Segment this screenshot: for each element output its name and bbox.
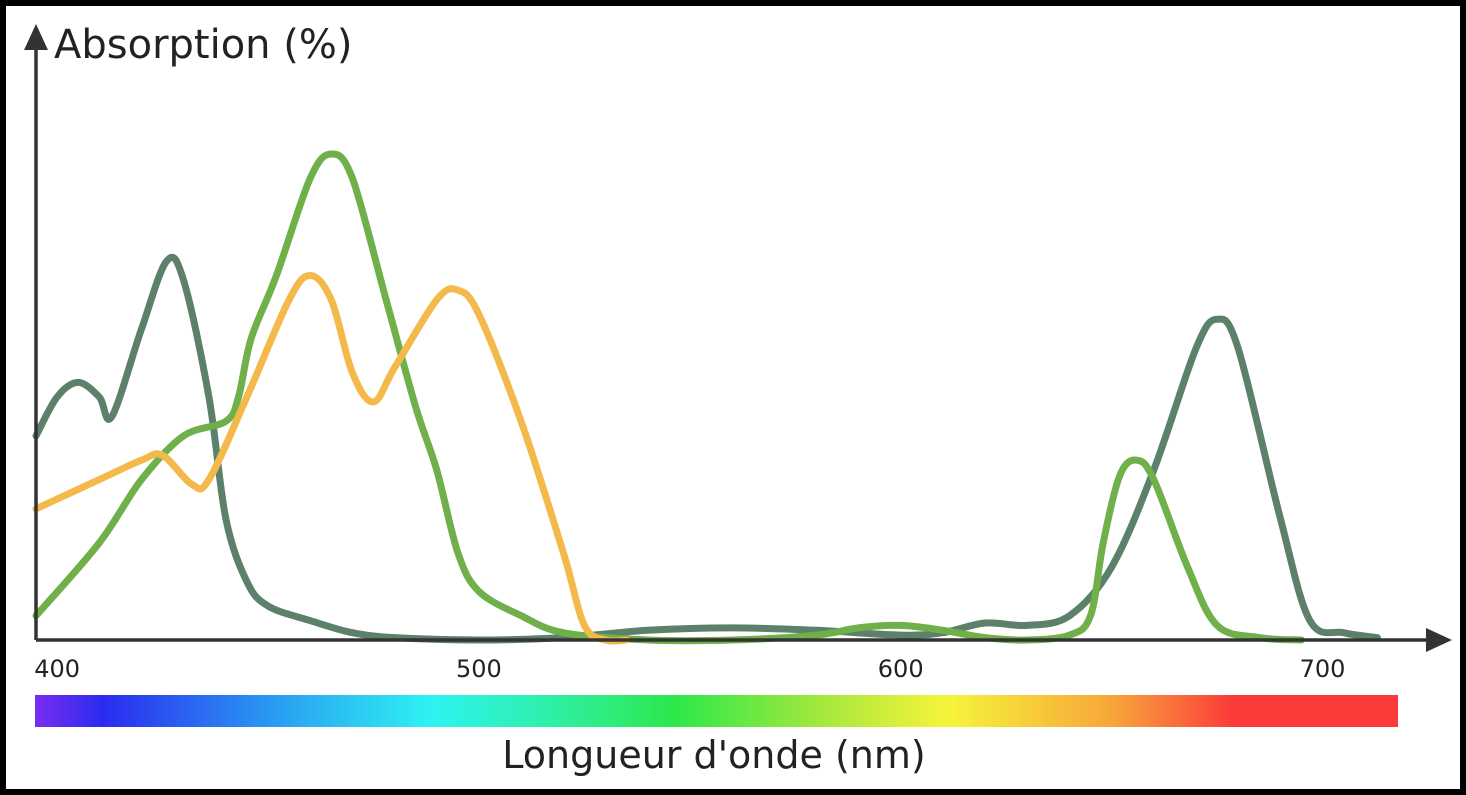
series-layer (32, 150, 1381, 645)
absorption-chart: Absorption (%) Longueur d'onde (nm) 400 5… (24, 22, 1452, 777)
y-axis-arrow-icon (24, 24, 48, 50)
series-line-3 (32, 272, 630, 645)
x-tick-labels: 400 500 600 700 (34, 655, 1345, 683)
series-line-1 (32, 253, 1381, 644)
x-tick-label: 400 (34, 655, 80, 683)
x-axis-arrow-icon (1426, 628, 1452, 652)
x-tick-label: 600 (878, 655, 924, 683)
x-axis-label: Longueur d'onde (nm) (502, 733, 925, 777)
x-tick-label: 500 (456, 655, 502, 683)
visible-spectrum-bar (35, 695, 1398, 727)
y-axis-label: Absorption (%) (54, 22, 352, 68)
x-tick-label: 700 (1300, 655, 1346, 683)
series-line-2 (32, 150, 1305, 645)
